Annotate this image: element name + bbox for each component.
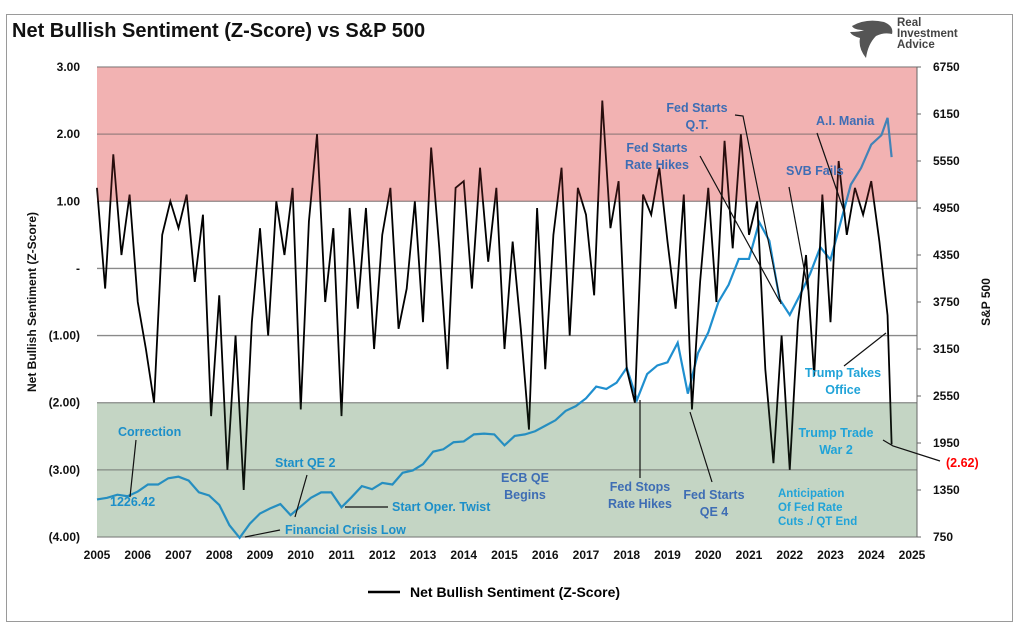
y2-tick-label: 4950 xyxy=(933,201,960,215)
annotation-label: Cuts ./ QT End xyxy=(778,516,857,528)
x-tick-label: 2012 xyxy=(369,548,396,562)
annotation-leader xyxy=(882,439,941,462)
annotation-label: Q.T. xyxy=(686,118,709,132)
annotation-leader xyxy=(699,155,781,303)
x-tick-label: 2015 xyxy=(491,548,518,562)
annotation-label: 1226.42 xyxy=(110,495,155,509)
y-tick-label: (4.00) xyxy=(49,530,80,544)
logo-text: Real Investment Advice xyxy=(897,17,958,51)
chart-title: Net Bullish Sentiment (Z-Score) vs S&P 5… xyxy=(12,20,426,42)
x-tick-label: 2022 xyxy=(776,548,803,562)
x-tick-label: 2019 xyxy=(654,548,681,562)
annotation-label: Trump Trade xyxy=(798,426,873,440)
y2-tick-label: 2550 xyxy=(933,389,960,403)
y-tick-label: - xyxy=(76,261,80,275)
annotation-label: Fed Starts xyxy=(683,488,744,502)
x-tick-label: 2009 xyxy=(247,548,274,562)
x-tick-label: 2007 xyxy=(165,548,192,562)
chart-frame xyxy=(6,14,1013,622)
zone-tint xyxy=(97,67,917,202)
x-tick-label: 2020 xyxy=(695,548,722,562)
x-tick-label: 2014 xyxy=(450,548,477,562)
annotation-label: Begins xyxy=(504,488,546,502)
x-tick-label: 2018 xyxy=(613,548,640,562)
x-tick-label: 2005 xyxy=(84,548,111,562)
annotation-leader xyxy=(244,529,281,538)
x-tick-label: 2023 xyxy=(817,548,844,562)
annotation-label: Fed Starts xyxy=(666,101,727,115)
annotation-label: Office xyxy=(825,383,860,397)
sentiment-line xyxy=(96,100,893,491)
x-tick-label: 2024 xyxy=(858,548,885,562)
x-tick-label: 2013 xyxy=(410,548,437,562)
eagle-logo-icon xyxy=(850,20,893,59)
annotation-label: Rate Hikes xyxy=(625,158,689,172)
y2-tick-label: 3150 xyxy=(933,342,960,356)
y2-tick-label: 6150 xyxy=(933,107,960,121)
y-tick-label: (3.00) xyxy=(49,463,80,477)
annotation-label: ECB QE xyxy=(501,471,549,485)
annotation-leader xyxy=(734,114,782,305)
annotation-leader xyxy=(843,332,887,367)
x-tick-label: 2010 xyxy=(287,548,314,562)
y2-tick-label: 1950 xyxy=(933,436,960,450)
x-tick-label: 2006 xyxy=(124,548,151,562)
y2-tick-label: 6750 xyxy=(933,60,960,74)
annotation-label: A.I. Mania xyxy=(816,114,875,128)
annotation-label: Trump Takes xyxy=(805,366,881,380)
y-tick-label: 1.00 xyxy=(57,194,81,208)
y-tick-label: 3.00 xyxy=(57,60,81,74)
y-tick-label: 2.00 xyxy=(57,127,81,141)
annotation-label: Anticipation xyxy=(778,488,844,500)
annotation-leader xyxy=(816,132,846,215)
x-tick-label: 2008 xyxy=(206,548,233,562)
y2-tick-label: 3750 xyxy=(933,295,960,309)
annotation-label: Fed Stops xyxy=(610,480,670,494)
annotation-label: Correction xyxy=(118,425,181,439)
y2-tick-label: 750 xyxy=(933,530,953,544)
logo-line: Advice xyxy=(897,39,935,51)
annotation-label: Start QE 2 xyxy=(275,456,335,470)
annotation-label: Of Fed Rate xyxy=(778,502,843,514)
annotation-leader xyxy=(294,474,308,518)
x-tick-label: 2016 xyxy=(532,548,559,562)
annotation-label: War 2 xyxy=(819,443,853,457)
y-axis-label: Net Bullish Sentiment (Z-Score) xyxy=(25,212,39,392)
annotation-leader xyxy=(788,186,809,291)
annotation-label: Financial Crisis Low xyxy=(285,523,406,537)
annotation-label: Fed Starts xyxy=(626,141,687,155)
logo-line: Real xyxy=(897,17,922,29)
annotation-label: Start Oper. Twist xyxy=(392,500,491,514)
annotation-label: Rate Hikes xyxy=(608,497,672,511)
y2-tick-label: 1350 xyxy=(933,483,960,497)
y-tick-label: (1.00) xyxy=(49,329,80,343)
y2-tick-label: 4350 xyxy=(933,248,960,262)
logo-line: Investment xyxy=(897,28,958,40)
annotation-leader xyxy=(689,411,713,483)
y2-tick-label: 5550 xyxy=(933,154,960,168)
x-tick-label: 2017 xyxy=(573,548,600,562)
annotation-leader xyxy=(129,439,137,498)
legend-label: Net Bullish Sentiment (Z-Score) xyxy=(410,584,620,600)
last-value-label: (2.62) xyxy=(946,456,979,470)
x-tick-label: 2021 xyxy=(736,548,763,562)
annotation-label: SVB Fails xyxy=(786,164,844,178)
zone-tint xyxy=(97,402,917,537)
x-tick-label: 2011 xyxy=(328,548,354,562)
y2-axis-label: S&P 500 xyxy=(979,278,993,326)
x-tick-label: 2025 xyxy=(899,548,926,562)
y-tick-label: (2.00) xyxy=(49,396,80,410)
annotation-label: QE 4 xyxy=(700,505,729,519)
